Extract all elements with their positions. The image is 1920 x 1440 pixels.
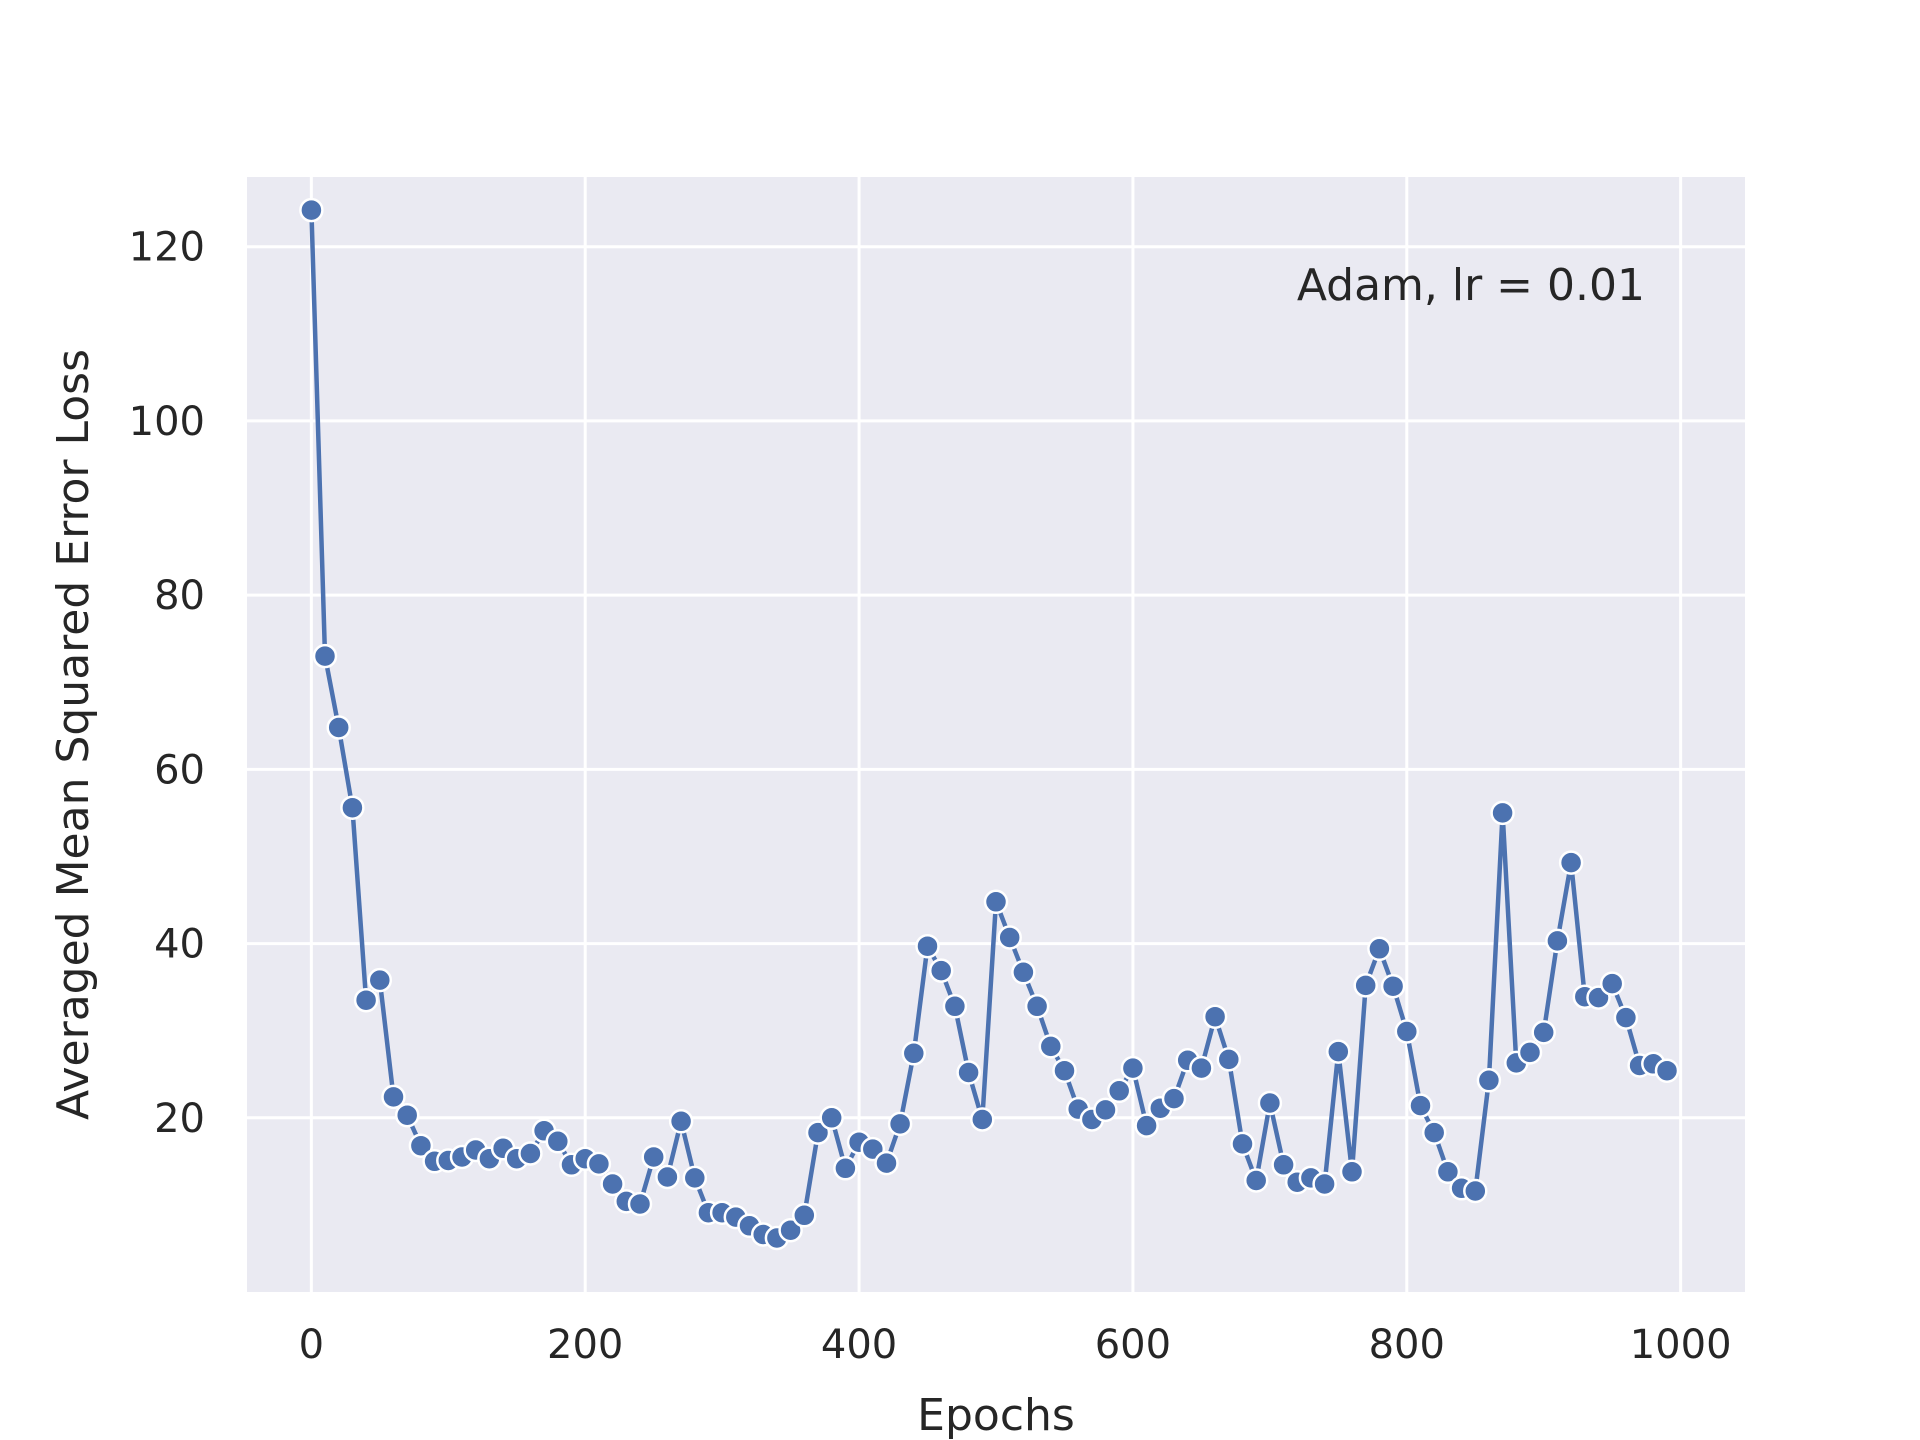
data-point-marker <box>1134 1113 1159 1138</box>
data-point-marker <box>956 1060 981 1085</box>
data-point-marker <box>915 933 940 959</box>
data-point-marker <box>901 1041 927 1066</box>
grid-lines <box>247 177 1745 1292</box>
data-point-marker <box>942 994 968 1019</box>
data-point-marker <box>394 1102 420 1128</box>
data-point-marker <box>1120 1055 1146 1081</box>
data-point-marker <box>970 1107 995 1132</box>
y-tick-label: 40 <box>154 922 205 968</box>
data-point-marker <box>655 1164 680 1190</box>
data-point-marker <box>819 1105 844 1131</box>
data-point-marker <box>1490 800 1515 826</box>
data-point-marker <box>778 1217 803 1243</box>
data-point-marker <box>887 1111 913 1137</box>
data-point-marker <box>1408 1093 1433 1118</box>
x-tick-label: 1000 <box>1630 1322 1732 1368</box>
data-point-marker <box>1243 1168 1269 1193</box>
y-tick-label: 100 <box>129 399 205 445</box>
data-point-marker <box>1271 1152 1296 1178</box>
data-point-marker <box>1613 1005 1639 1030</box>
data-point-marker <box>340 795 365 820</box>
data-point-marker <box>1463 1178 1488 1204</box>
data-point-marker <box>792 1203 817 1228</box>
data-point-marker <box>1654 1058 1680 1083</box>
data-point-marker <box>997 925 1022 950</box>
data-point-marker <box>641 1144 666 1170</box>
data-point-marker <box>1421 1120 1447 1145</box>
data-point-marker <box>682 1165 708 1191</box>
data-point-marker <box>1216 1047 1242 1072</box>
x-axis-ticks: 0 200 400 600 800 1000 <box>299 1322 1732 1368</box>
data-point-marker <box>1394 1019 1420 1044</box>
data-point-marker <box>1024 994 1050 1019</box>
data-point-marker <box>1339 1159 1365 1185</box>
data-point-marker <box>367 967 393 993</box>
y-tick-label: 60 <box>154 747 205 793</box>
data-point-marker <box>353 987 379 1013</box>
data-point-marker <box>600 1171 625 1197</box>
data-point-marker <box>805 1120 831 1145</box>
plot-area <box>247 177 1745 1292</box>
x-tick-label: 400 <box>821 1322 897 1368</box>
data-point-marker <box>381 1084 406 1110</box>
data-point-marker <box>833 1156 858 1181</box>
data-point-marker <box>1106 1078 1132 1104</box>
data-point-marker <box>627 1191 653 1217</box>
data-point-marker <box>1161 1086 1187 1111</box>
data-point-marker <box>1189 1055 1214 1081</box>
loss-series-markers <box>299 197 1680 1251</box>
data-point-marker <box>1230 1131 1255 1157</box>
x-tick-label: 200 <box>547 1322 623 1368</box>
data-point-marker <box>1353 973 1378 998</box>
data-point-marker <box>1476 1068 1502 1093</box>
data-point-marker <box>928 958 954 983</box>
data-point-marker <box>1367 936 1392 962</box>
loss-series-line <box>309 207 1670 1241</box>
data-point-marker <box>545 1129 571 1154</box>
x-tick-label: 600 <box>1095 1322 1171 1368</box>
data-point-marker <box>1052 1058 1077 1083</box>
data-point-marker <box>518 1141 543 1166</box>
data-point-marker <box>1093 1097 1118 1123</box>
data-point-marker <box>1312 1171 1337 1197</box>
data-point-marker <box>1326 1039 1351 1064</box>
data-point-marker <box>586 1151 612 1177</box>
data-point-marker <box>1558 850 1584 875</box>
data-point-marker <box>326 715 351 740</box>
data-point-marker <box>1011 960 1036 985</box>
data-point-marker <box>299 197 324 223</box>
y-axis-ticks: 20 40 60 80 100 120 <box>129 225 205 1142</box>
x-tick-label: 800 <box>1369 1322 1445 1368</box>
data-point-marker <box>1380 973 1406 999</box>
x-axis-title: Epochs <box>917 1390 1075 1440</box>
data-point-marker <box>312 643 338 669</box>
data-point-marker <box>1202 1004 1228 1029</box>
y-tick-label: 120 <box>129 225 205 271</box>
optimizer-annotation: Adam, lr = 0.01 <box>1297 260 1645 311</box>
data-point-marker <box>1531 1020 1556 1045</box>
data-point-marker <box>408 1133 434 1158</box>
data-point-marker <box>1517 1040 1543 1065</box>
data-point-marker <box>983 889 1009 915</box>
x-tick-label: 0 <box>299 1322 324 1368</box>
data-point-marker <box>1038 1034 1064 1059</box>
data-point-marker <box>1257 1090 1283 1116</box>
data-point-marker <box>1545 928 1570 954</box>
data-point-marker <box>874 1150 899 1176</box>
data-point-marker <box>668 1109 694 1134</box>
data-point-marker <box>1435 1159 1461 1185</box>
y-axis-title: Averaged Mean Squared Error Loss <box>48 349 99 1120</box>
data-point-marker <box>1599 971 1625 996</box>
y-tick-label: 20 <box>154 1096 205 1142</box>
y-tick-label: 80 <box>154 573 205 619</box>
